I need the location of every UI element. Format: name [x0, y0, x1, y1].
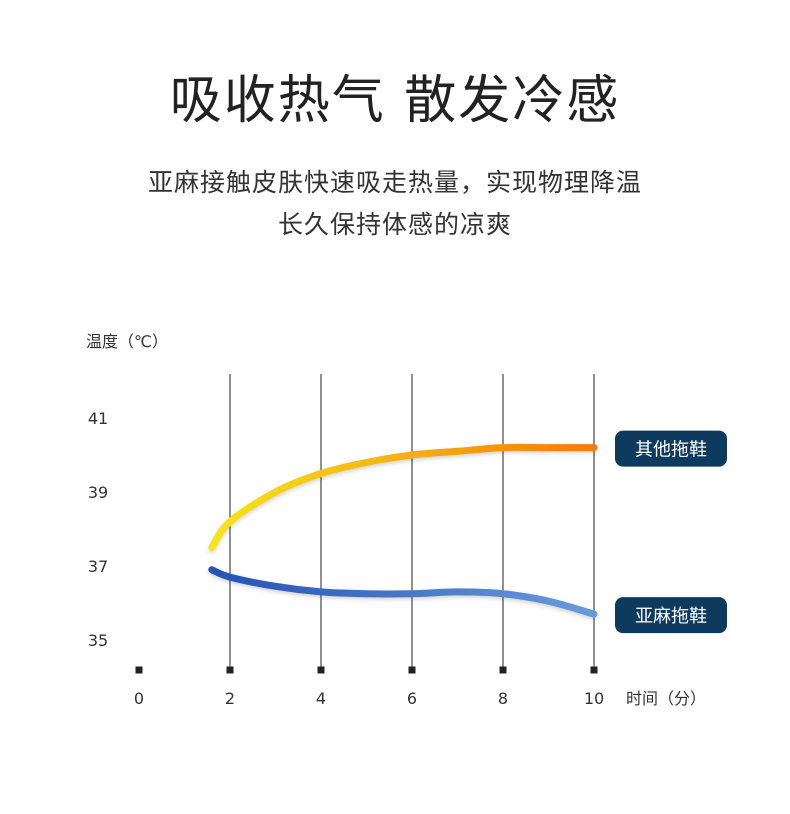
x-axis-label: 时间（分）	[626, 689, 706, 708]
x-tick-label-4: 4	[316, 689, 326, 708]
x-tick-label-0: 0	[134, 689, 144, 708]
page-title: 吸收热气 散发冷感	[169, 71, 621, 131]
legend-badge-0	[615, 430, 727, 467]
x-tick-mark-10	[590, 666, 598, 674]
x-tick-mark-2	[226, 666, 234, 674]
y-tick-label-39: 39	[88, 483, 108, 502]
x-tick-mark-8	[499, 666, 507, 674]
legend-label-1: 亚麻拖鞋	[635, 606, 707, 627]
y-tick-label-41: 41	[88, 409, 108, 428]
subtitle-line-2: 长久保持体感的凉爽	[277, 210, 512, 239]
y-tick-label-35: 35	[88, 631, 108, 650]
legend-label-0: 其他拖鞋	[635, 440, 707, 461]
series-line-1	[208, 566, 598, 618]
x-tick-label-6: 6	[407, 689, 417, 708]
y-tick-label-37: 37	[88, 557, 108, 576]
y-axis-label: 温度（℃）	[86, 332, 168, 351]
legend-badge-1	[615, 597, 727, 634]
x-tick-mark-6	[408, 666, 416, 674]
subtitle-line-1: 亚麻接触皮肤快速吸走热量，实现物理降温	[147, 168, 642, 197]
x-tick-label-2: 2	[225, 689, 235, 708]
x-tick-mark-0	[135, 666, 143, 674]
x-tick-mark-4	[317, 666, 325, 674]
x-tick-label-8: 8	[498, 689, 508, 708]
series-line-0	[208, 443, 598, 551]
x-tick-label-10: 10	[584, 689, 604, 708]
